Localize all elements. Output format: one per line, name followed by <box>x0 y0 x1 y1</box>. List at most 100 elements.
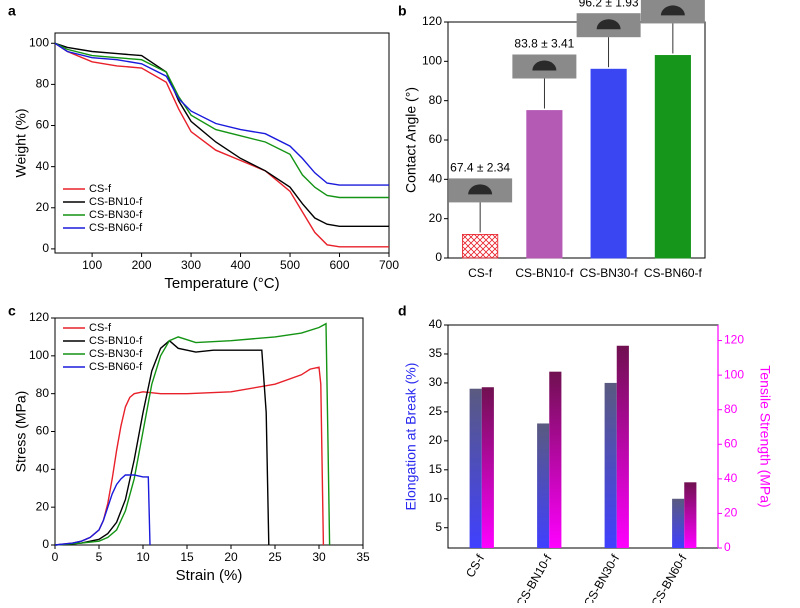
series-line <box>54 42 389 248</box>
bar <box>654 55 691 259</box>
x-tick-label: CS-BN60-f <box>644 266 703 280</box>
y-tick-label: 80 <box>36 77 50 91</box>
panel-letter: b <box>398 3 407 19</box>
x-tick-label: CS-BN10-f <box>515 266 574 280</box>
x-tick-label: 700 <box>379 258 399 272</box>
y2-tick-label: 20 <box>724 506 738 520</box>
droplet <box>468 184 493 195</box>
y-tick-label: 20 <box>429 433 443 447</box>
bar <box>526 110 563 259</box>
x-tick-label: 200 <box>132 258 152 272</box>
y2-tick-label: 60 <box>724 436 738 450</box>
x-tick-label: 600 <box>330 258 350 272</box>
y-axis-title: Elongation at Break (%) <box>403 363 419 511</box>
y-tick-label: 120 <box>29 310 49 324</box>
bar <box>616 345 629 548</box>
bar <box>481 387 494 548</box>
y2-tick-label: 120 <box>724 333 744 347</box>
y-tick-label: 60 <box>36 424 50 438</box>
legend-label: CS-f <box>89 322 112 334</box>
y-tick-label: 100 <box>29 35 49 49</box>
droplet <box>660 5 685 16</box>
y-tick-label: 0 <box>42 537 49 551</box>
y-tick-label: 80 <box>429 93 443 107</box>
y-tick-label: 20 <box>429 211 443 225</box>
y-tick-label: 60 <box>429 132 443 146</box>
bar <box>604 382 617 548</box>
x-tick-label: 35 <box>356 550 370 564</box>
series-line <box>54 474 151 546</box>
x-tick-label: 5 <box>96 550 103 564</box>
bar <box>672 498 685 548</box>
legend-label: CS-BN10-f <box>89 335 143 347</box>
y-tick-label: 15 <box>429 462 443 476</box>
x-tick-label: 30 <box>312 550 326 564</box>
legend-label: CS-BN60-f <box>89 222 143 234</box>
x-tick-label: 25 <box>268 550 282 564</box>
y2-tick-label: 40 <box>724 471 738 485</box>
x-tick-label: 20 <box>224 550 238 564</box>
y2-tick-label: 0 <box>724 540 731 554</box>
series-line <box>54 42 389 186</box>
series-line <box>54 339 270 546</box>
droplet <box>596 19 621 30</box>
x-tick-label: 0 <box>52 550 59 564</box>
y-tick-label: 40 <box>429 317 443 331</box>
y-tick-label: 120 <box>422 14 442 28</box>
x-tick-label: CS-BN10-f <box>513 552 554 603</box>
y2-tick-label: 100 <box>724 367 744 381</box>
x-tick-label: CS-f <box>468 266 493 280</box>
bar <box>684 482 697 548</box>
legend-label: CS-BN30-f <box>89 348 143 360</box>
series-line <box>54 42 389 199</box>
y-tick-label: 40 <box>429 172 443 186</box>
x-tick-label: CS-f <box>463 552 487 580</box>
y-axis-title: Weight (%) <box>13 109 29 178</box>
series-line <box>54 322 331 546</box>
y-tick-label: 40 <box>36 159 50 173</box>
legend-label: CS-f <box>89 183 112 195</box>
x-tick-label: CS-BN30-f <box>581 552 622 603</box>
y-tick-label: 5 <box>435 520 442 534</box>
bar <box>469 388 482 548</box>
plot-frame <box>54 32 390 254</box>
bar <box>537 423 550 548</box>
y-tick-label: 0 <box>42 241 49 255</box>
x-tick-label: CS-BN60-f <box>648 552 689 603</box>
x-tick-label: 10 <box>136 550 150 564</box>
annotation: 83.8 ± 3.41 <box>514 37 574 51</box>
x-tick-label: 400 <box>231 258 251 272</box>
bar <box>462 233 499 259</box>
bar <box>549 371 562 548</box>
y-tick-label: 100 <box>29 348 49 362</box>
x-axis-title: Strain (%) <box>176 567 243 584</box>
legend-label: CS-BN30-f <box>89 209 143 221</box>
series-line <box>54 366 325 546</box>
x-tick-label: CS-BN30-f <box>580 266 639 280</box>
y-tick-label: 40 <box>36 462 50 476</box>
y-tick-label: 80 <box>36 386 50 400</box>
panel-letter: a <box>8 3 16 19</box>
y-tick-label: 25 <box>429 404 443 418</box>
panel-letter: d <box>398 303 407 319</box>
y-tick-label: 20 <box>36 499 50 513</box>
y2-tick-label: 80 <box>724 402 738 416</box>
legend-label: CS-BN10-f <box>89 196 143 208</box>
bar <box>590 68 627 259</box>
y-tick-label: 10 <box>429 491 443 505</box>
droplet <box>532 60 557 71</box>
y-tick-label: 60 <box>36 118 50 132</box>
annotation: 96.2 ± 1.93 <box>579 0 639 9</box>
y-tick-label: 20 <box>36 200 50 214</box>
series-line <box>54 42 389 227</box>
y-tick-label: 30 <box>429 375 443 389</box>
y-tick-label: 35 <box>429 346 443 360</box>
y-tick-label: 0 <box>435 250 442 264</box>
legend-label: CS-BN60-f <box>89 361 143 373</box>
x-tick-label: 100 <box>82 258 102 272</box>
y-axis-title: Stress (MPa) <box>13 391 29 473</box>
annotation: 67.4 ± 2.34 <box>450 161 510 175</box>
panel-letter: c <box>8 303 16 319</box>
x-tick-label: 300 <box>181 258 201 272</box>
